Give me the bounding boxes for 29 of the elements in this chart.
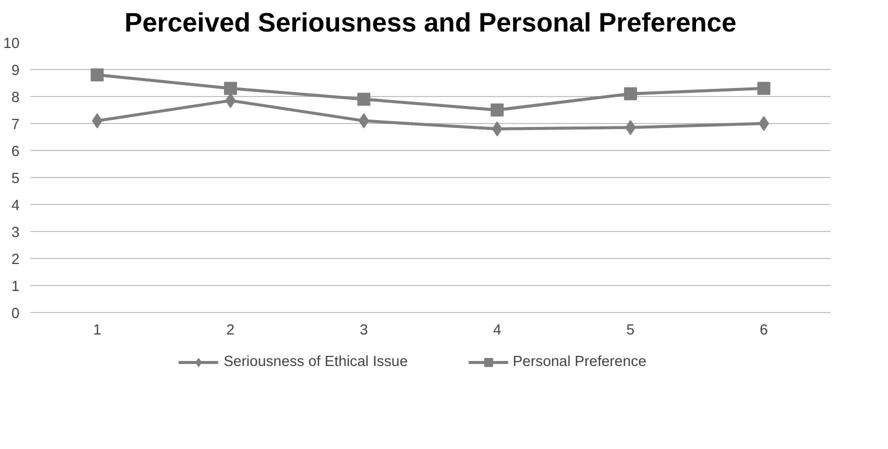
point: [757, 82, 770, 95]
point: [758, 116, 769, 131]
point: [225, 93, 236, 108]
point: [90, 68, 104, 82]
legend-label: Seriousness of Ethical Issue: [224, 354, 408, 370]
x-tick-label: 6: [760, 322, 768, 338]
y-tick-label: 3: [11, 225, 20, 241]
chart-title: Perceived Seriousness and Personal Preference: [124, 8, 736, 38]
point: [490, 104, 504, 116]
y-tick-label: 0: [11, 306, 20, 322]
y-tick-label: 2: [11, 252, 20, 268]
point: [357, 92, 370, 106]
y-tick-label: 6: [11, 144, 20, 160]
y-tick-label: 4: [11, 198, 20, 214]
point: [224, 82, 237, 95]
x-tick-label: 2: [226, 322, 235, 338]
point: [624, 87, 637, 100]
y-tick-label: 10: [3, 36, 20, 52]
x-tick-label: 1: [93, 322, 102, 338]
y-tick-label: 1: [11, 279, 20, 295]
x-tick-label: 4: [493, 322, 502, 338]
legend-label: Personal Preference: [512, 354, 646, 370]
y-tick-label: 8: [11, 90, 20, 106]
x-tick-label: 5: [626, 322, 635, 338]
y-tick-label: 5: [11, 171, 20, 187]
x-tick-label: 3: [360, 322, 368, 338]
y-tick-label: 7: [11, 117, 20, 133]
point: [625, 120, 636, 136]
y-tick-label: 9: [11, 63, 20, 79]
